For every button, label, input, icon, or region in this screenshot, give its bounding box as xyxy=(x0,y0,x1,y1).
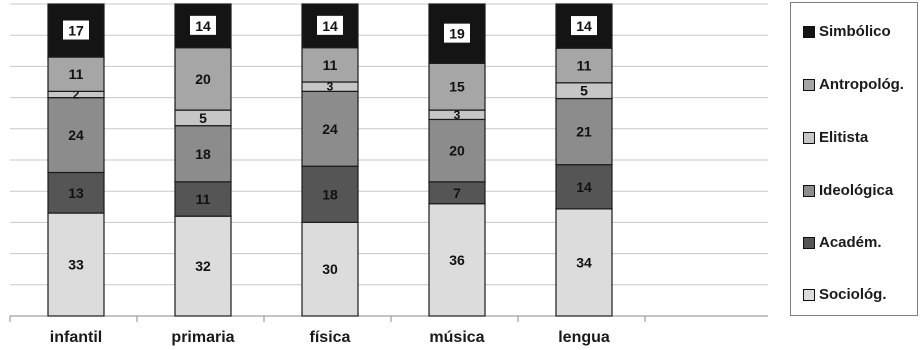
legend-swatch-ideologica xyxy=(803,184,815,197)
data-label-ideologica-fisica: 24 xyxy=(322,121,338,137)
data-label-ideologica-infantil: 24 xyxy=(68,127,84,143)
bar-segment-academ-fisica xyxy=(301,165,359,224)
data-label-sociolog-primaria: 32 xyxy=(195,258,211,274)
data-label-simbolico-lengua: 14 xyxy=(576,18,592,34)
bar-segment-ideologica-primaria xyxy=(174,125,232,183)
data-label-sociolog-fisica: 30 xyxy=(322,261,338,277)
legend-swatch-simbolico xyxy=(803,25,815,38)
data-label-academ-musica: 7 xyxy=(453,185,461,201)
legend-item-antropolog: Antropológ. xyxy=(803,76,904,93)
legend-swatch-sociolog xyxy=(803,288,815,301)
data-label-antropolog-musica: 15 xyxy=(449,79,465,95)
bar-segment-antropolog-musica xyxy=(428,62,486,111)
bar-segment-academ-lengua xyxy=(555,164,613,210)
data-label-ideologica-primaria: 18 xyxy=(195,146,211,162)
legend-item-academ: Académ. xyxy=(803,234,882,251)
data-label-academ-fisica: 18 xyxy=(322,186,338,202)
legend-swatch-antropolog xyxy=(803,78,815,91)
legend-item-sociolog: Sociológ. xyxy=(803,286,887,303)
data-label-academ-infantil: 13 xyxy=(68,185,84,201)
data-label-antropolog-infantil: 11 xyxy=(69,66,84,82)
legend-item-ideologica: Ideológica xyxy=(803,182,893,199)
data-label-bg-simbolico-fisica xyxy=(317,15,343,35)
data-label-sociolog-musica: 36 xyxy=(449,252,465,268)
data-label-ideologica-musica: 20 xyxy=(449,143,465,159)
data-label-sociolog-lengua: 34 xyxy=(576,254,592,270)
chart-legend: Simbólico Antropológ. Elitista Ideológic… xyxy=(790,2,918,316)
data-label-antropolog-lengua: 11 xyxy=(577,57,592,73)
legend-label-ideologica: Ideológica xyxy=(819,182,894,199)
data-label-bg-simbolico-musica xyxy=(444,23,470,43)
legend-label-academ: Académ. xyxy=(819,234,882,251)
legend-label-simbolico: Simbólico xyxy=(819,23,891,40)
bar-segment-ideologica-fisica xyxy=(301,90,359,167)
data-label-elitista-musica: 3 xyxy=(454,108,461,122)
data-label-sociolog-infantil: 33 xyxy=(68,257,84,273)
x-tick-label-primaria: primaria xyxy=(171,329,234,346)
bar-segment-academ-primaria xyxy=(174,181,232,217)
x-tick-label-infantil: infantil xyxy=(50,329,102,346)
data-label-simbolico-musica: 19 xyxy=(449,26,465,42)
legend-item-elitista: Elitista xyxy=(803,129,868,146)
data-label-simbolico-primaria: 14 xyxy=(195,18,211,34)
bar-segment-antropolog-lengua xyxy=(555,47,613,84)
bar-segment-antropolog-fisica xyxy=(301,47,359,83)
data-label-antropolog-primaria: 20 xyxy=(195,71,211,87)
legend-label-sociolog: Sociológ. xyxy=(819,286,887,303)
data-label-bg-simbolico-lengua xyxy=(571,16,597,36)
legend-label-elitista: Elitista xyxy=(819,129,869,146)
data-label-academ-primaria: 11 xyxy=(196,191,211,207)
data-label-elitista-fisica: 3 xyxy=(327,80,334,94)
data-label-simbolico-fisica: 14 xyxy=(322,18,338,34)
data-label-elitista-primaria: 5 xyxy=(199,110,207,126)
legend-swatch-academ xyxy=(803,236,815,249)
data-label-simbolico-infantil: 17 xyxy=(68,23,84,39)
data-label-antropolog-fisica: 11 xyxy=(323,57,338,73)
data-label-elitista-lengua: 5 xyxy=(580,83,588,99)
stacked-bar-chart: 33132421117infantil32111852014primaria30… xyxy=(9,3,768,346)
legend-item-simbolico: Simbólico xyxy=(803,23,891,40)
data-label-bg-simbolico-infantil xyxy=(63,20,89,40)
x-tick-label-fisica: física xyxy=(310,329,351,346)
bar-segment-antropolog-infantil xyxy=(47,56,105,92)
legend-label-antropolog: Antropológ. xyxy=(819,76,904,93)
x-tick-label-musica: música xyxy=(429,329,484,346)
bar-segment-ideologica-musica xyxy=(428,118,486,183)
data-label-academ-lengua: 14 xyxy=(576,179,592,195)
bar-segment-sociolog-fisica xyxy=(301,221,359,317)
x-tick-label-lengua: lengua xyxy=(558,329,610,346)
data-label-bg-simbolico-primaria xyxy=(190,15,216,35)
bar-segment-sociolog-musica xyxy=(428,203,486,317)
legend-swatch-elitista xyxy=(803,131,815,144)
bar-segment-sociolog-lengua xyxy=(555,208,613,317)
data-label-elitista-infantil: 2 xyxy=(73,87,80,101)
data-label-ideologica-lengua: 21 xyxy=(576,124,592,140)
bar-segment-sociolog-primaria xyxy=(174,215,232,317)
